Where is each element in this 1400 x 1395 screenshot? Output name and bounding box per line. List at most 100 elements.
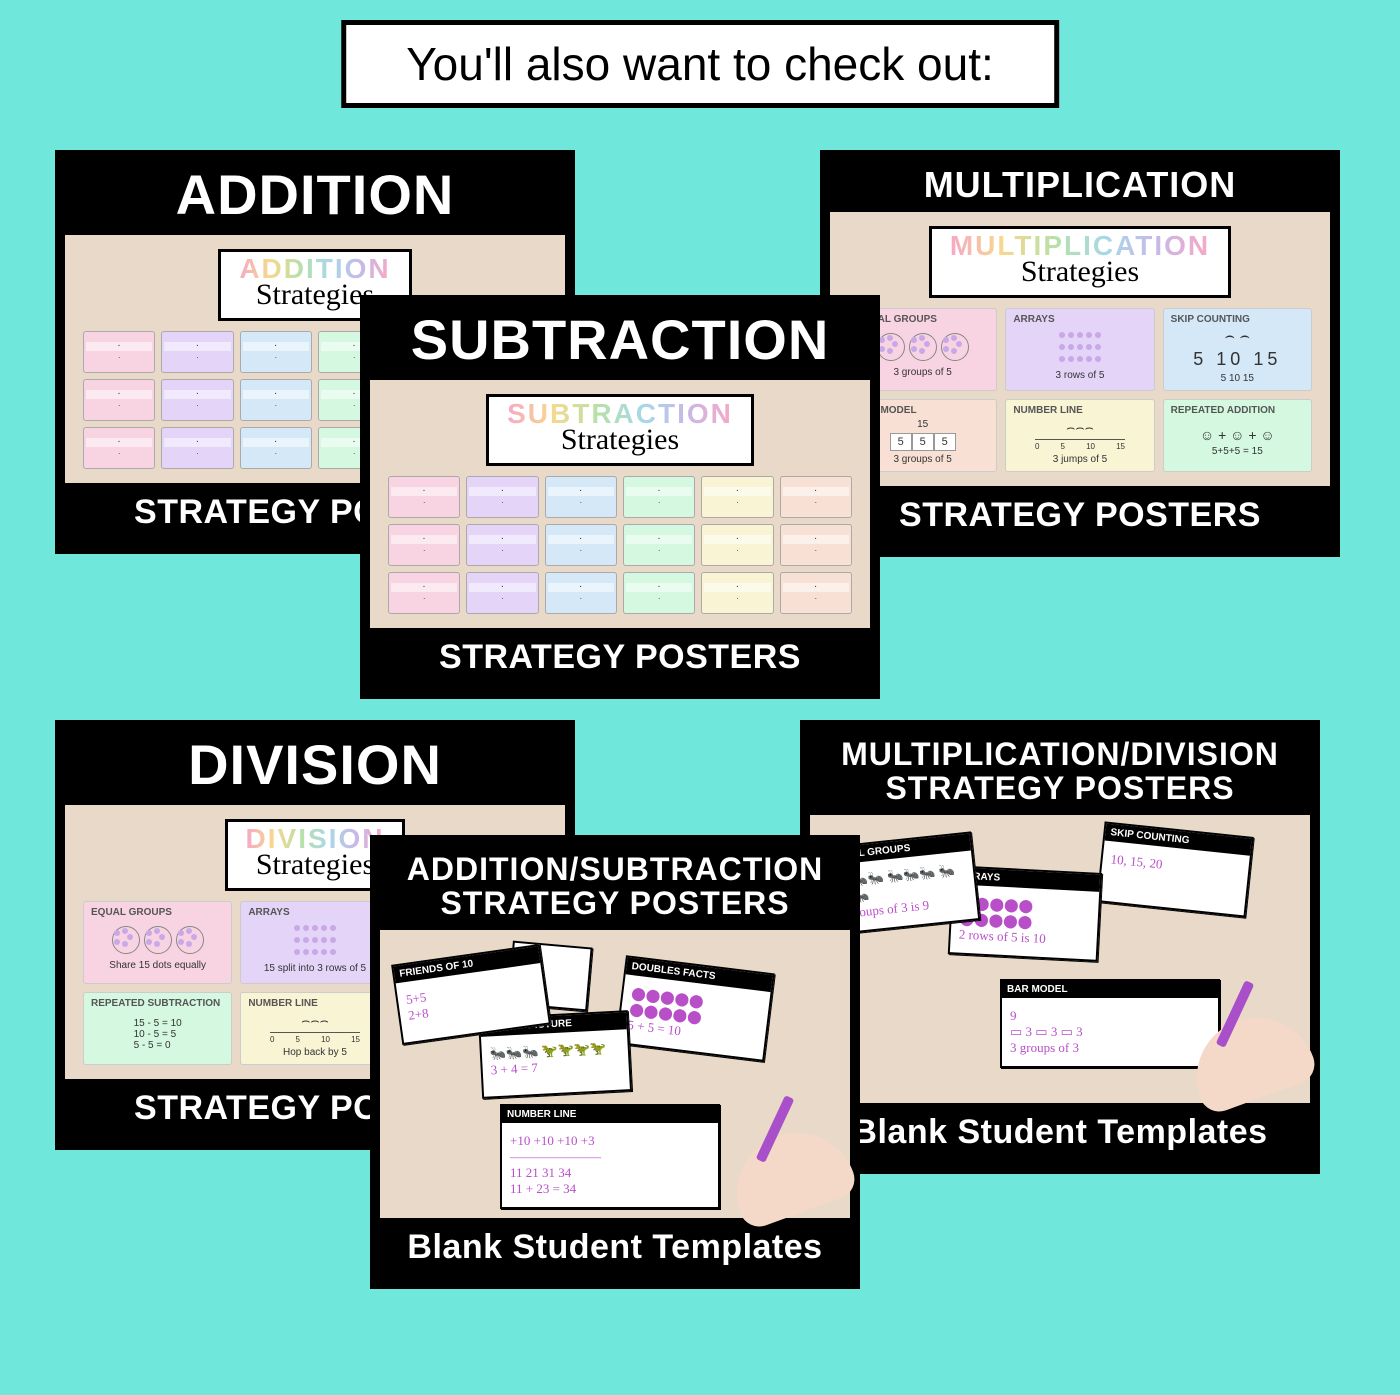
card-multdiv-blank[interactable]: MULTIPLICATION/DIVISION STRATEGY POSTERS… (800, 720, 1320, 1174)
mini-cell: ·· (161, 379, 233, 421)
flashcard-body: 🐜🐜🐜 🦖🦖🦖🦖 3 + 4 = 7 (481, 1029, 630, 1097)
tile-caption: 3 groups of 5 (893, 367, 951, 378)
tile-body: ☺ + ☺ + ☺5+5+5 = 15 (1200, 419, 1275, 465)
flashcards-area: BAR MODEL9 ▭ 3 ▭ 3 ▭ 3 3 groups of 3SKIP… (820, 829, 1300, 1089)
mini-grid: ···································· (388, 476, 852, 614)
card-footer: STRATEGY POSTERS (370, 628, 870, 689)
title-line2: STRATEGY POSTERS (814, 772, 1306, 806)
mini-cell: ·· (240, 379, 312, 421)
card-body: SUBTRACTION Strategies ·················… (370, 380, 870, 628)
card-body: BAR MODEL9 ▭ 3 ▭ 3 ▭ 3 3 groups of 3 SKIP… (810, 815, 1310, 1103)
tile-body: 3 rows of 5 (1056, 328, 1105, 384)
flashcard-header: BAR MODEL (1002, 981, 1218, 998)
strategy-tile: SKIP COUNTING⌢ ⌢5 10 155 10 15 (1163, 308, 1312, 391)
mini-cell: ·· (240, 331, 312, 373)
tile-header: NUMBER LINE (1010, 404, 1149, 419)
card-footer: Blank Student Templates (380, 1218, 850, 1279)
mini-cell: ·· (83, 427, 155, 469)
mini-cell: ·· (161, 427, 233, 469)
tile-caption: Share 15 dots equally (109, 960, 206, 971)
strategies-badge: MULTIPLICATION Strategies (929, 226, 1231, 298)
flashcard-header: NUMBER LINE (502, 1106, 718, 1123)
mini-cell: ·· (83, 331, 155, 373)
card-title: MULTIPLICATION (830, 160, 1330, 212)
mini-cell: ·· (466, 524, 538, 566)
badge-line2: Strategies (507, 426, 733, 453)
mini-cell: ·· (388, 572, 460, 614)
tile-header: NUMBER LINE (245, 997, 384, 1012)
card-body: NUMBER LINE+10 +10 +10 +3 ——————— 11 21 … (380, 930, 850, 1218)
hand-illustration (720, 1116, 860, 1232)
header-banner: You'll also want to check out: (341, 20, 1059, 108)
tile-caption: Hop back by 5 (283, 1047, 347, 1058)
tile-body: ⌢⌢⌢0510153 jumps of 5 (1035, 419, 1125, 465)
tile-grid: EQUAL GROUPS3 groups of 5ARRAYS3 rows of… (848, 308, 1312, 472)
mini-cell: ·· (388, 524, 460, 566)
tile-caption: 3 rows of 5 (1056, 370, 1105, 381)
tile-caption: 3 groups of 5 (893, 454, 951, 465)
mini-cell: ·· (780, 476, 852, 518)
flashcard-body: +10 +10 +10 +3 ——————— 11 21 31 34 11 + … (502, 1123, 718, 1207)
mini-cell: ·· (83, 379, 155, 421)
flashcard: BAR MODEL9 ▭ 3 ▭ 3 ▭ 3 3 groups of 3 (1000, 979, 1220, 1068)
mini-cell: ·· (623, 572, 695, 614)
badge-line2: Strategies (246, 851, 385, 878)
strategy-tile: NUMBER LINE⌢⌢⌢0510153 jumps of 5 (1005, 399, 1154, 472)
strategies-badge: SUBTRACTION Strategies (486, 394, 754, 466)
strategy-tile: REPEATED SUBTRACTION15 - 5 = 10 10 - 5 =… (83, 992, 232, 1065)
tile-body: ⌢ ⌢5 10 155 10 15 (1193, 328, 1281, 384)
badge-line2: Strategies (950, 258, 1210, 285)
mini-cell: ·· (161, 331, 233, 373)
mini-cell: ·· (780, 572, 852, 614)
strategy-tile: REPEATED ADDITION☺ + ☺ + ☺5+5+5 = 15 (1163, 399, 1312, 472)
title-line2: STRATEGY POSTERS (384, 887, 846, 921)
card-title: ADDITION/SUBTRACTION STRATEGY POSTERS (380, 845, 850, 930)
tile-header: REPEATED ADDITION (1168, 404, 1307, 419)
card-multiplication[interactable]: MULTIPLICATION MULTIPLICATION Strategies… (820, 150, 1340, 557)
tile-header: REPEATED SUBTRACTION (88, 997, 227, 1012)
tile-caption: 5 10 15 (1221, 373, 1254, 384)
card-subtraction[interactable]: SUBTRACTION SUBTRACTION Strategies ·····… (360, 295, 880, 699)
tile-header: ARRAYS (1010, 313, 1149, 328)
flashcards-area: NUMBER LINE+10 +10 +10 +3 ——————— 11 21 … (390, 944, 840, 1204)
card-title: SUBTRACTION (370, 305, 870, 380)
mini-cell: ·· (240, 427, 312, 469)
card-footer: STRATEGY POSTERS (830, 486, 1330, 547)
tile-header: SKIP COUNTING (1168, 313, 1307, 328)
mini-cell: ·· (623, 476, 695, 518)
tile-header: ARRAYS (245, 906, 384, 921)
mini-cell: ·· (388, 476, 460, 518)
card-footer: Blank Student Templates (810, 1103, 1310, 1164)
flashcard-body: 9 ▭ 3 ▭ 3 ▭ 3 3 groups of 3 (1002, 998, 1218, 1066)
title-line1: ADDITION/SUBTRACTION (384, 853, 846, 887)
strategy-tile: ARRAYS 15 split into 3 rows of 5 (240, 901, 389, 984)
tile-caption: 3 jumps of 5 (1053, 454, 1107, 465)
flashcard: DOUBLES FACTS⬤⬤⬤⬤⬤ ⬤⬤⬤⬤⬤ 5 + 5 = 10 (615, 955, 775, 1062)
card-addsub-blank[interactable]: ADDITION/SUBTRACTION STRATEGY POSTERS NU… (370, 835, 860, 1289)
tile-body: ⌢⌢⌢051015Hop back by 5 (270, 1012, 360, 1058)
mini-cell: ·· (701, 572, 773, 614)
mini-cell: ·· (545, 476, 617, 518)
mini-cell: ·· (623, 524, 695, 566)
mini-cell: ·· (701, 476, 773, 518)
mini-cell: ·· (466, 572, 538, 614)
mini-cell: ·· (466, 476, 538, 518)
card-body: MULTIPLICATION Strategies EQUAL GROUPS3 … (830, 212, 1330, 486)
strategy-tile: ARRAYS 3 rows of 5 (1005, 308, 1154, 391)
mini-cell: ·· (545, 572, 617, 614)
tile-body: 15 split into 3 rows of 5 (264, 921, 366, 977)
tile-caption: 15 split into 3 rows of 5 (264, 963, 366, 974)
tile-body: Share 15 dots equally (109, 921, 206, 977)
flashcard: SKIP COUNTING10, 15, 20 (1096, 822, 1254, 918)
tile-caption: 5+5+5 = 15 (1212, 446, 1263, 457)
flashcard: NUMBER LINE+10 +10 +10 +3 ——————— 11 21 … (500, 1104, 720, 1209)
title-line1: MULTIPLICATION/DIVISION (814, 738, 1306, 772)
card-title: MULTIPLICATION/DIVISION STRATEGY POSTERS (810, 730, 1310, 815)
strategy-tile: NUMBER LINE⌢⌢⌢051015Hop back by 5 (240, 992, 389, 1065)
card-title: ADDITION (65, 160, 565, 235)
tile-body: 3 groups of 5 (875, 328, 971, 384)
tile-body: 15 - 5 = 10 10 - 5 = 5 5 - 5 = 0 (134, 1012, 182, 1058)
tile-body: 155553 groups of 5 (890, 419, 956, 465)
strategy-tile: EQUAL GROUPSShare 15 dots equally (83, 901, 232, 984)
mini-cell: ·· (780, 524, 852, 566)
